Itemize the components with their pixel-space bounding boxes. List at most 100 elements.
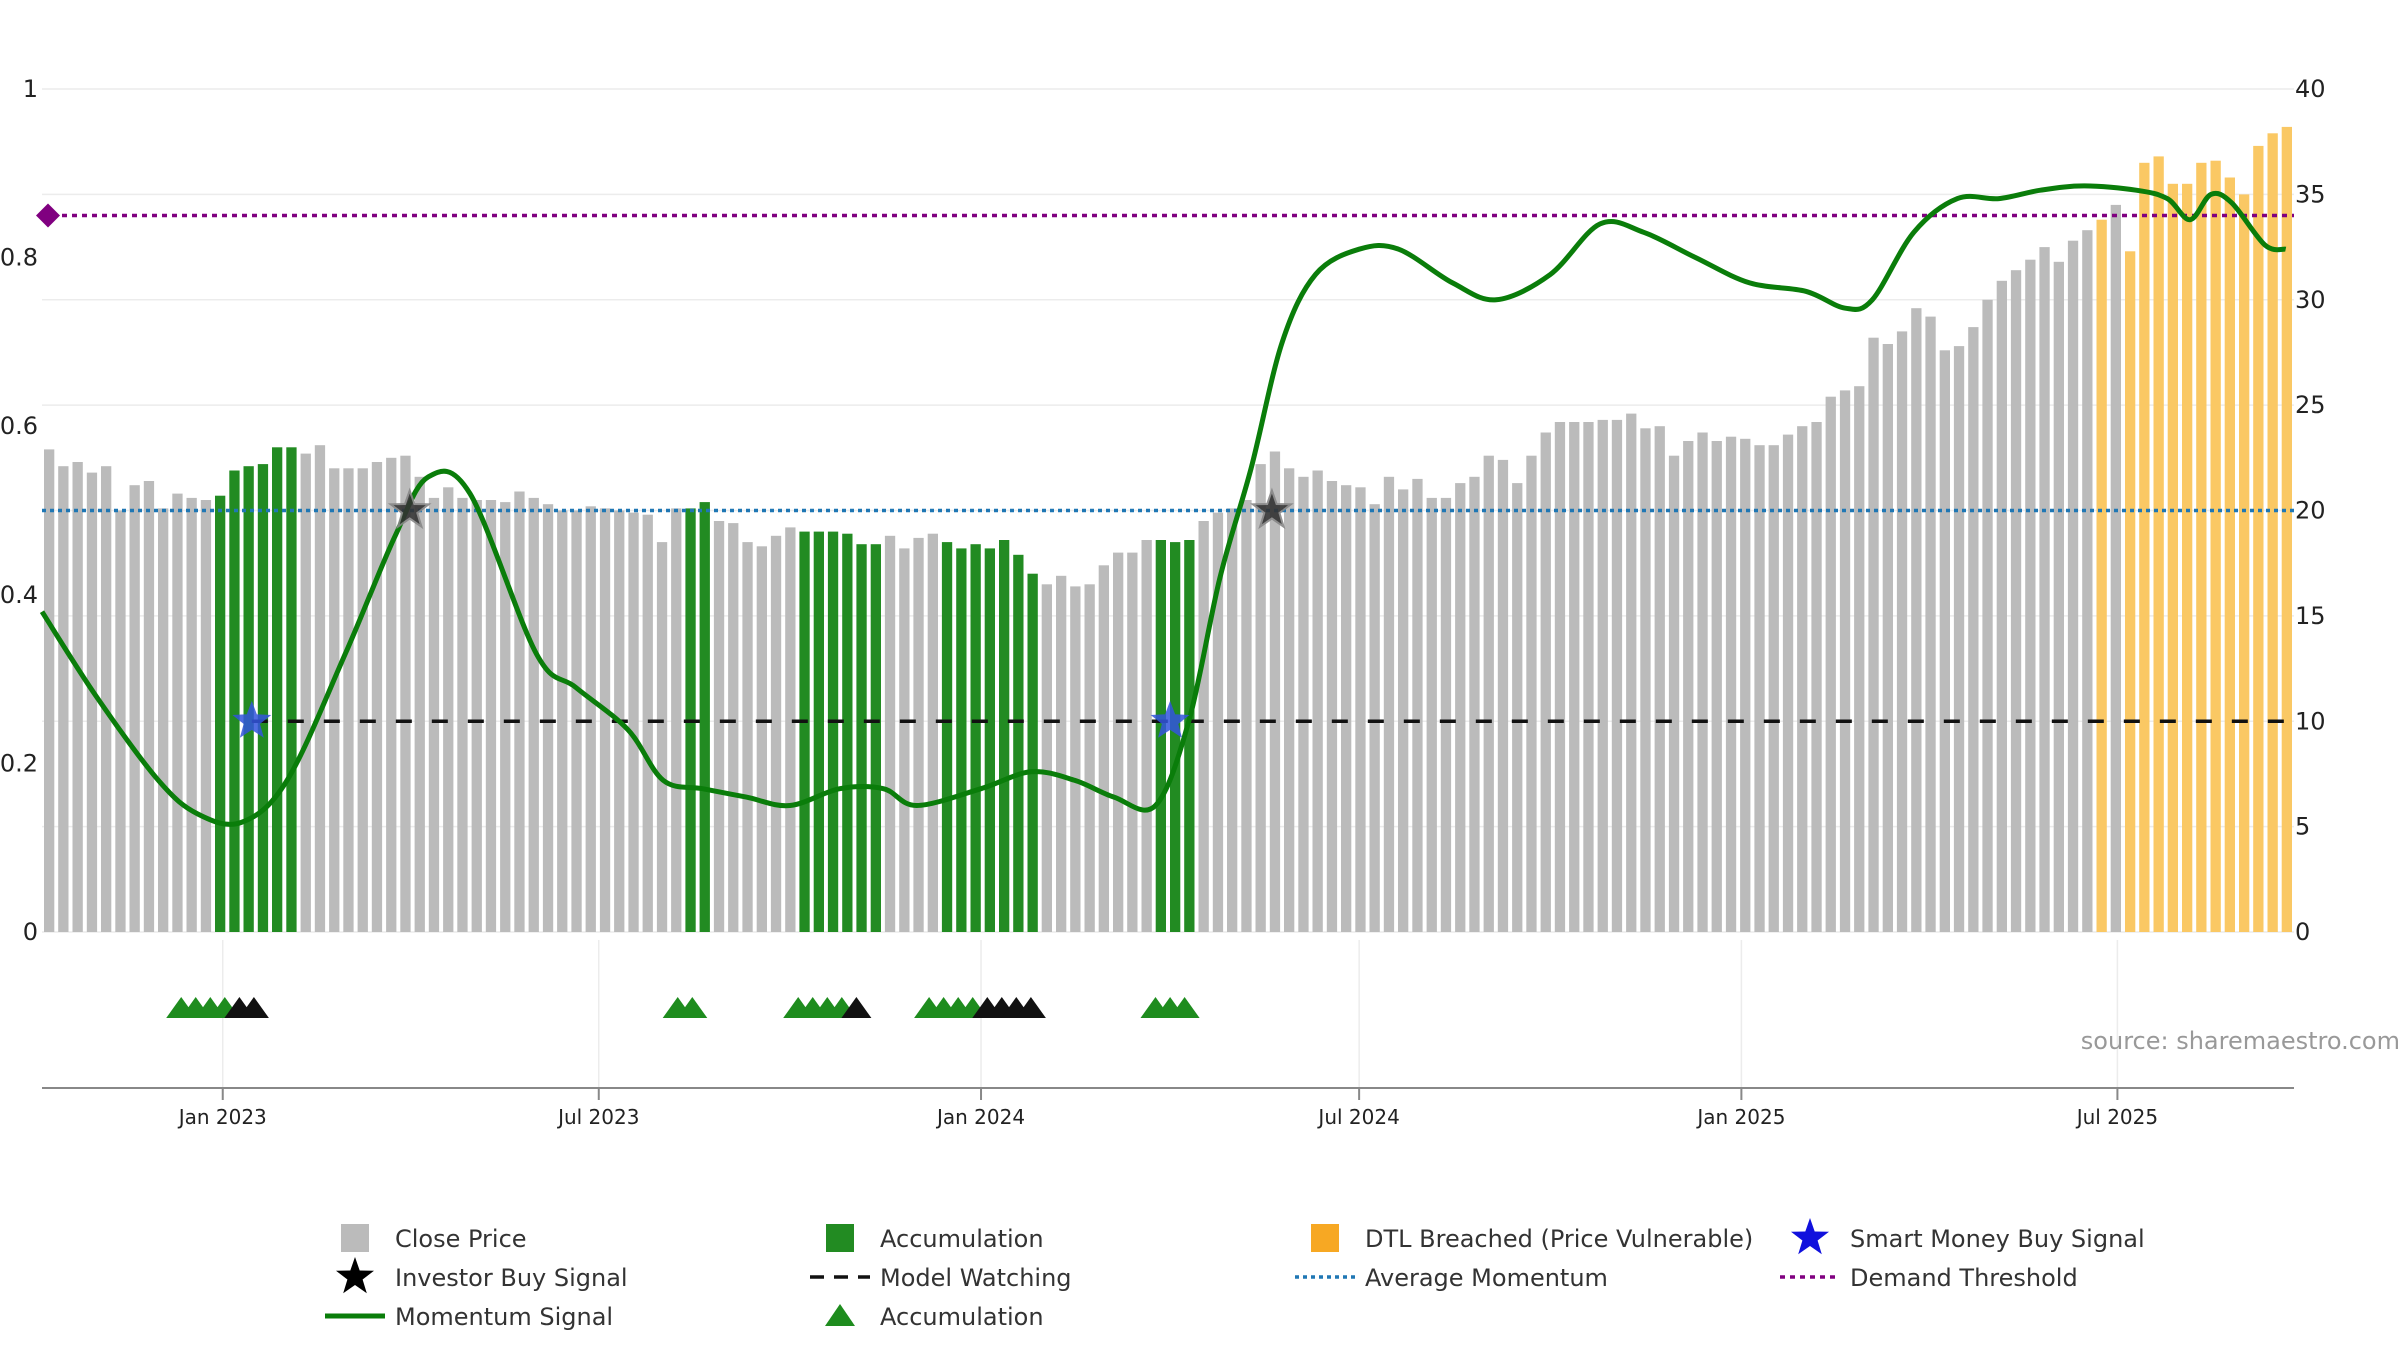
close-price-bar (72, 462, 83, 932)
close-price-bar (1654, 426, 1665, 932)
close-price-bar (1854, 386, 1865, 932)
close-price-bar (2067, 240, 2079, 932)
dtl-breached-bar (2196, 162, 2207, 933)
close-price-bar (1996, 280, 2007, 932)
dtl-breached-bar (2239, 194, 2250, 932)
close-price-bar (1782, 434, 1794, 932)
close-price-bar (1611, 419, 1623, 932)
right-tick-label: 30 (2295, 286, 2326, 314)
close-price-bar (1426, 497, 1437, 932)
close-price-bar (770, 535, 782, 932)
legend-label: Investor Buy Signal (395, 1264, 628, 1292)
right-tick-label: 40 (2295, 75, 2326, 103)
close-price-bar (1526, 455, 1537, 932)
legend-label: Model Watching (880, 1264, 1072, 1292)
legend-gray-square-icon (341, 1224, 369, 1252)
close-price-bar (44, 449, 55, 932)
close-price-bar (371, 462, 383, 932)
dtl-breached-bar (2253, 145, 2264, 932)
close-price-bar (1412, 478, 1423, 932)
legend-orange-square-icon (1311, 1224, 1339, 1252)
close-price-bar (1483, 455, 1494, 932)
accumulation-bar (941, 542, 953, 932)
accumulation-bar (1027, 573, 1038, 932)
accumulation-markers (166, 997, 1200, 1018)
momentum-signal-layer (39, 183, 2287, 827)
close-price-bar (1953, 346, 1965, 933)
close-price-bar (329, 468, 340, 932)
close-price-bar (728, 523, 739, 932)
close-price-bar (1968, 327, 1979, 933)
close-price-bar (172, 493, 183, 932)
close-price-bar (1740, 438, 1751, 932)
close-price-bar (1583, 422, 1594, 932)
close-price-bar (143, 481, 155, 932)
close-price-bar (1284, 468, 1295, 932)
dtl-breached-bar (2139, 162, 2150, 933)
accumulation-bar (999, 540, 1010, 932)
right-tick-label: 10 (2295, 707, 2326, 735)
accumulation-bar (827, 531, 839, 932)
dtl-breached-bar (2267, 133, 2278, 933)
close-price-bar (671, 508, 682, 932)
axes: Jan 2023 Jul 2023 Jan 2024 Jul 2024 Jan 2025… (0, 75, 2326, 1129)
close-price-bar (1469, 476, 1480, 932)
accumulation-bar (842, 533, 853, 932)
accumulation-bar (1184, 540, 1195, 932)
close-price-bar (1212, 512, 1224, 932)
left-tick-label: 1 (23, 75, 38, 103)
close-price-bar (101, 466, 112, 932)
close-price-bar (200, 500, 212, 932)
accumulation-bar (813, 531, 824, 932)
legend-item: Model Watching (810, 1264, 1072, 1292)
close-price-bar (300, 453, 311, 932)
right-tick-label: 20 (2295, 497, 2326, 525)
close-price-bar (756, 546, 767, 932)
left-tick-label: 0 (23, 918, 38, 946)
close-price-bar (1269, 451, 1281, 932)
dtl-breached-bar (2125, 251, 2136, 933)
left-tick-label: 0.6 (0, 412, 38, 440)
dtl-breached-bar (2182, 183, 2193, 933)
close-price-bar (1725, 436, 1737, 932)
close-price-bar (2110, 204, 2121, 932)
close-price-bar (400, 455, 411, 932)
close-price-bar (713, 521, 725, 932)
close-price-bar (1569, 422, 1580, 932)
close-price-bar (443, 487, 454, 932)
close-price-bar (1868, 337, 1879, 932)
close-price-bar (1697, 432, 1708, 932)
smart-money-buy-signal-star (232, 700, 272, 738)
legend-label: Average Momentum (1365, 1264, 1608, 1292)
close-price-bar (1939, 350, 1950, 932)
close-price-bar (899, 548, 910, 932)
close-price-bar (314, 445, 326, 932)
left-tick-label: 0.4 (0, 581, 38, 609)
investor-buy-signal-star (387, 487, 432, 530)
close-price-bar (1326, 481, 1338, 932)
close-price-bar (1056, 575, 1067, 932)
close-price-bar (1141, 540, 1152, 932)
accumulation-bar (970, 544, 981, 932)
legend-item: DTL Breached (Price Vulnerable) (1311, 1224, 1753, 1253)
price-bars (44, 126, 2292, 933)
close-price-bar (884, 535, 896, 932)
legend-label: Accumulation (880, 1225, 1044, 1253)
dtl-breached-bar (2210, 160, 2221, 932)
dtl-breached-bar (2153, 156, 2164, 932)
close-price-bar (428, 497, 440, 932)
close-price-bar (642, 514, 653, 932)
close-price-bar (514, 491, 525, 932)
accumulation-bar (243, 466, 254, 932)
buy-signals (232, 487, 1294, 738)
close-price-bar (628, 512, 639, 932)
close-price-bar (1640, 428, 1651, 932)
source-label: source: sharemaestro.com (2081, 1027, 2400, 1055)
close-price-bar (599, 508, 611, 932)
close-price-bar (357, 468, 368, 932)
close-price-bar (1440, 497, 1452, 932)
legend-green-square-icon (826, 1224, 854, 1252)
close-price-bar (86, 472, 98, 932)
close-price-bar (1626, 413, 1637, 933)
